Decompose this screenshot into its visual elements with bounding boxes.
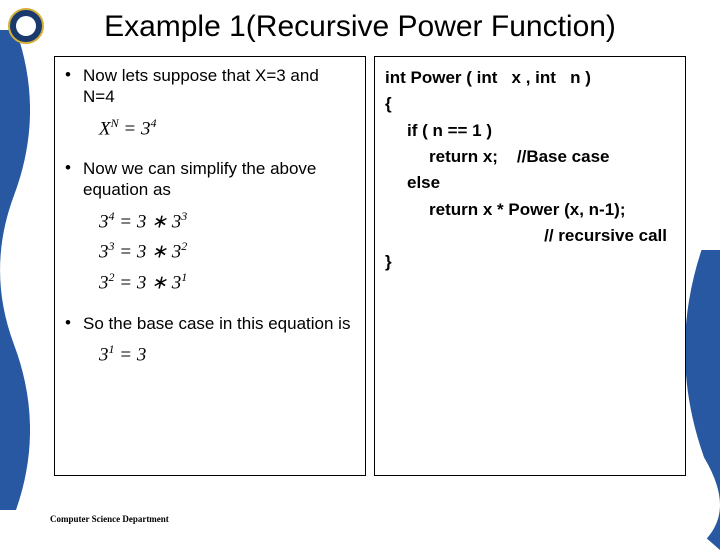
bullet-3: • So the base case in this equation is xyxy=(65,313,355,334)
code-line-3: if ( n == 1 ) xyxy=(385,118,675,144)
equation-4: 31 = 3 xyxy=(99,340,355,371)
bullet-dot-icon: • xyxy=(65,313,83,334)
equation-group: 34 = 3 ∗ 33 33 = 3 ∗ 32 32 = 3 ∗ 31 xyxy=(99,207,355,299)
slide-content: Example 1(Recursive Power Function) • No… xyxy=(0,0,720,540)
code-line-4: return x; //Base case xyxy=(385,144,675,170)
equation-2: 33 = 3 ∗ 32 xyxy=(99,237,355,268)
code-line-8: } xyxy=(385,249,675,275)
bullet-2: • Now we can simplify the above equation… xyxy=(65,158,355,201)
logo-badge xyxy=(8,8,44,44)
left-column: • Now lets suppose that X=3 and N=4 XN =… xyxy=(54,56,366,476)
code-line-7: // recursive call xyxy=(385,223,675,249)
bullet-dot-icon: • xyxy=(65,158,83,201)
equation-1: 34 = 3 ∗ 33 xyxy=(99,207,355,238)
footer-text: Computer Science Department xyxy=(50,514,169,524)
code-line-2: { xyxy=(385,91,675,117)
bullet-2-text: Now we can simplify the above equation a… xyxy=(83,158,355,201)
bullet-1: • Now lets suppose that X=3 and N=4 xyxy=(65,65,355,108)
code-line-5: else xyxy=(385,170,675,196)
slide-title: Example 1(Recursive Power Function) xyxy=(30,10,690,44)
code-line-1: int Power ( int x , int n ) xyxy=(385,65,675,91)
bullet-dot-icon: • xyxy=(65,65,83,108)
bullet-1-text: Now lets suppose that X=3 and N=4 xyxy=(83,65,355,108)
right-column: int Power ( int x , int n ) { if ( n == … xyxy=(374,56,686,476)
code-line-6: return x * Power (x, n-1); xyxy=(385,197,675,223)
equation-0: XN = 34 xyxy=(99,114,355,145)
bullet-3-text: So the base case in this equation is xyxy=(83,313,355,334)
equation-3: 32 = 3 ∗ 31 xyxy=(99,268,355,299)
two-column-layout: • Now lets suppose that X=3 and N=4 XN =… xyxy=(50,56,690,476)
